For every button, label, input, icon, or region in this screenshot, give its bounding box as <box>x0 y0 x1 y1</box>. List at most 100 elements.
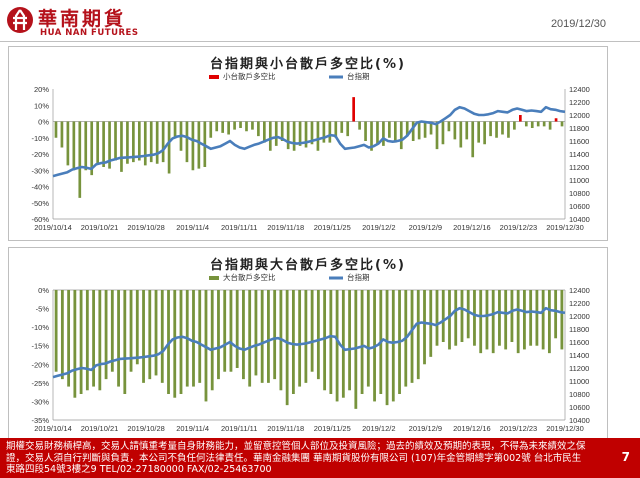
x-tick-label: 2019/11/4 <box>176 223 209 232</box>
index-line <box>52 306 566 379</box>
bar <box>454 290 458 346</box>
x-tick-label: 2019/12/2 <box>362 223 395 232</box>
bar <box>132 121 135 163</box>
bar <box>560 121 564 127</box>
bar <box>536 121 540 127</box>
bar <box>223 290 227 372</box>
y-right-tick-label: 11800 <box>569 124 589 133</box>
x-tick-label: 2019/11/11 <box>221 223 257 232</box>
chart-small-retail: 小台散戶多空比 台指期 20% 10% 0% -10% -20% -30% -40% -50% -6… <box>31 71 590 232</box>
legend-bar-label: 大台散戶多空比 <box>223 272 276 282</box>
bar <box>435 121 439 150</box>
legend-line-label: 台指期 <box>347 272 370 282</box>
x-tick-label: 2019/12/16 <box>453 424 491 433</box>
bar <box>376 121 379 145</box>
bar <box>410 290 414 383</box>
bar <box>328 121 332 143</box>
bar <box>235 290 239 368</box>
bar <box>391 290 395 402</box>
chart-panel-small: 台指期與小台散戶多空比(%) 小台散戶多空比 台指期 20% 10% 0% -10% -20… <box>8 46 608 241</box>
bar <box>274 121 278 146</box>
bar <box>489 121 492 137</box>
bar <box>117 290 120 387</box>
y-right-tick-label: 10400 <box>569 215 590 224</box>
x-tick-label: 2019/10/14 <box>34 223 72 232</box>
header-date: 2019/12/30 <box>550 18 606 30</box>
bar <box>210 290 214 391</box>
page-number: 7 <box>621 450 630 464</box>
bar <box>459 121 463 148</box>
bar <box>217 290 220 380</box>
bar <box>120 121 123 172</box>
bar <box>209 121 213 138</box>
bar <box>441 290 445 342</box>
bar <box>85 290 89 391</box>
bar <box>167 121 171 174</box>
bar <box>310 121 314 145</box>
bar <box>286 121 290 150</box>
x-tick-label: 2019/12/23 <box>500 424 538 433</box>
bar <box>310 290 314 372</box>
y-right-tick-label: 11200 <box>569 163 589 172</box>
chart-panel-large: 台指期與大台散戶多空比(%) 大台散戶多空比 台指期 0% -5% -10% -15% -2… <box>8 247 608 442</box>
bar <box>340 121 344 133</box>
bar <box>242 290 245 380</box>
bar <box>191 121 195 171</box>
bar <box>399 121 403 150</box>
index-line <box>52 105 566 178</box>
bar <box>364 121 367 141</box>
legend-bar-swatch <box>209 276 219 280</box>
header: 華南期貨 HUA NAN FUTURES 2019/12/30 <box>0 0 640 42</box>
bar <box>73 290 77 398</box>
bar <box>215 121 219 132</box>
bar <box>248 290 252 387</box>
bar <box>254 290 258 376</box>
y-right-tick-label: 11200 <box>569 364 589 373</box>
bar <box>346 121 350 137</box>
bar <box>504 290 508 350</box>
bar <box>358 121 361 130</box>
bar <box>453 121 457 140</box>
x-tick-label: 2019/11/25 <box>314 424 351 433</box>
bar <box>465 121 469 140</box>
bar <box>513 121 516 130</box>
y-right-tick-label: 10800 <box>569 390 590 399</box>
y-right-tick-label: 12000 <box>569 312 590 321</box>
bar <box>370 121 373 151</box>
bar <box>417 121 421 140</box>
x-tick-label: 2019/11/11 <box>221 424 257 433</box>
y-right-tick-label: 11400 <box>569 150 589 159</box>
bar <box>447 121 451 132</box>
y-left-tick-label: -60% <box>31 215 49 224</box>
bar <box>251 121 254 130</box>
bar <box>268 121 272 151</box>
bar <box>360 290 364 394</box>
bar <box>441 121 445 145</box>
bar <box>104 290 108 380</box>
bar <box>229 290 233 372</box>
y-right-tick-label: 11000 <box>569 176 589 185</box>
y-right-tick-label: 11600 <box>569 137 589 146</box>
bar <box>495 121 498 138</box>
y-left-tick-label: 0% <box>38 118 49 127</box>
bar <box>239 121 242 128</box>
bar <box>92 290 95 387</box>
bar <box>385 290 389 406</box>
y-left-tick-label: -25% <box>31 379 49 388</box>
y-left-tick-label: -20% <box>31 360 49 369</box>
bar <box>316 290 320 380</box>
bar <box>263 121 266 143</box>
bar <box>423 121 427 138</box>
y-left-tick-label: -20% <box>31 150 49 159</box>
bar <box>260 290 264 383</box>
legend-line-swatch <box>329 75 343 79</box>
bar <box>316 121 320 151</box>
bar <box>60 290 64 380</box>
y-left-tick-label: 10% <box>34 101 49 110</box>
bar <box>530 121 534 128</box>
bar <box>547 290 551 354</box>
y-left-tick-label: -30% <box>31 166 49 175</box>
bar <box>273 290 277 380</box>
x-tick-label: 2019/12/9 <box>409 424 442 433</box>
bar <box>405 121 409 137</box>
